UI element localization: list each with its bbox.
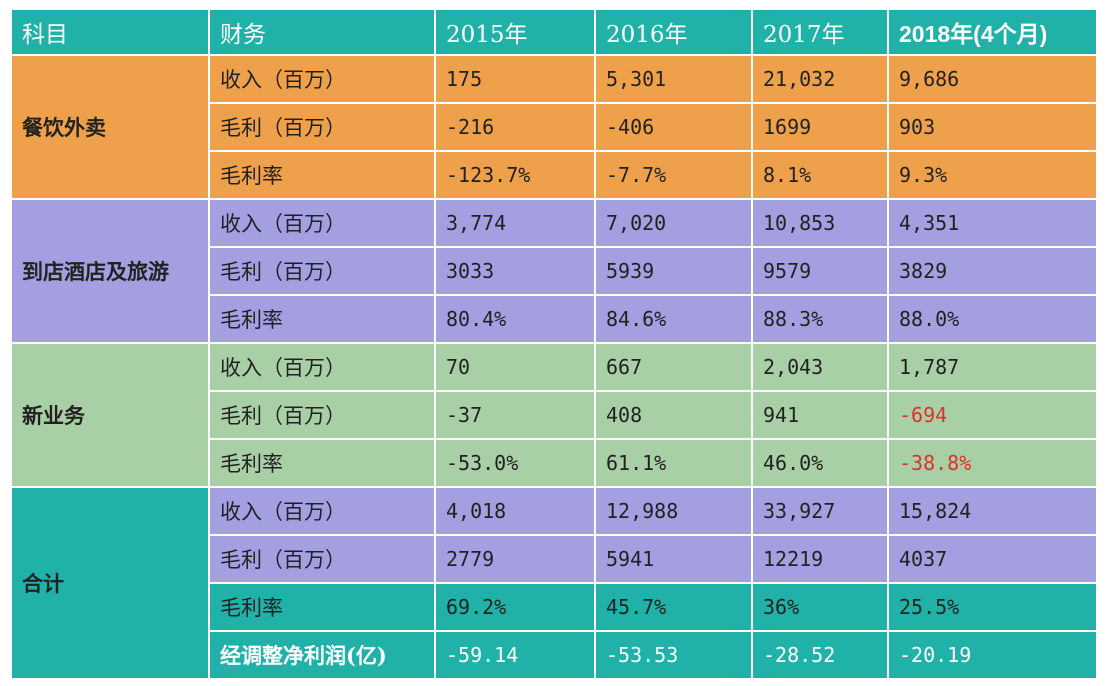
value-cell: 4,018: [434, 486, 596, 536]
header-2017: 2017年: [751, 8, 889, 56]
value-cell: -7.7%: [594, 150, 753, 200]
value-cell: -20.19: [887, 630, 1098, 680]
header-finance: 财务: [208, 8, 436, 56]
row-label: 毛利（百万）: [208, 534, 436, 584]
value-cell: 45.7%: [594, 582, 753, 632]
table-row: 到店酒店及旅游 收入（百万） 3,774 7,020 10,853 4,351: [10, 198, 1098, 344]
value-cell: 4,351: [887, 198, 1098, 248]
value-cell: 36%: [751, 582, 889, 632]
value-cell-negative: -694: [887, 390, 1098, 440]
table-row: 毛利率 -123.7% -7.7% 8.1% 9.3%: [11, 150, 1098, 200]
table-row: 毛利率 80.4% 84.6% 88.3% 88.0%: [11, 294, 1098, 344]
row-label: 毛利（百万）: [208, 390, 436, 440]
row-label: 收入（百万）: [208, 198, 436, 248]
value-cell: 5939: [594, 246, 753, 296]
header-2016: 2016年: [594, 8, 753, 56]
category-new-business: 新业务: [10, 342, 210, 488]
value-cell: -59.14: [434, 630, 596, 680]
value-cell: 33,927: [751, 486, 889, 536]
value-cell: 2,043: [751, 342, 889, 392]
value-cell: 4037: [887, 534, 1098, 584]
category-food-delivery: 餐饮外卖: [10, 54, 210, 200]
value-cell: 408: [594, 390, 753, 440]
value-cell: 21,032: [751, 54, 889, 104]
value-cell: 12,988: [594, 486, 753, 536]
value-cell: 12219: [751, 534, 889, 584]
value-cell: 1,787: [887, 342, 1098, 392]
value-cell: -53.53: [594, 630, 753, 680]
table-row: 毛利（百万） -216 -406 1699 903: [11, 102, 1098, 152]
value-cell: 1699: [751, 102, 889, 152]
value-cell: -37: [434, 390, 596, 440]
value-cell: 69.2%: [434, 582, 596, 632]
value-cell: 9579: [751, 246, 889, 296]
header-2018: 2018年(4个月): [887, 8, 1098, 56]
row-label: 毛利率: [208, 294, 436, 344]
value-cell: 3033: [434, 246, 596, 296]
value-cell: 667: [594, 342, 753, 392]
value-cell: -53.0%: [434, 438, 596, 488]
value-cell: 84.6%: [594, 294, 753, 344]
value-cell: 8.1%: [751, 150, 889, 200]
table-row: 毛利率 -53.0% 61.1% 46.0% -38.8%: [11, 438, 1098, 488]
header-row: 科目 财务 2015年 2016年 2017年 2018年(4个月): [10, 8, 1098, 56]
header-subject: 科目: [10, 8, 210, 56]
value-cell: 9.3%: [887, 150, 1098, 200]
value-cell: 5941: [594, 534, 753, 584]
row-label: 毛利（百万）: [208, 102, 436, 152]
value-cell: -123.7%: [434, 150, 596, 200]
value-cell: 941: [751, 390, 889, 440]
value-cell: 175: [434, 54, 596, 104]
value-cell: 10,853: [751, 198, 889, 248]
value-cell: 46.0%: [751, 438, 889, 488]
value-cell: 61.1%: [594, 438, 753, 488]
row-label: 毛利率: [208, 438, 436, 488]
value-cell-negative: -38.8%: [887, 438, 1098, 488]
header-2015: 2015年: [434, 8, 596, 56]
row-label: 收入（百万）: [208, 54, 436, 104]
value-cell: 9,686: [887, 54, 1098, 104]
category-hotel-travel: 到店酒店及旅游: [10, 198, 210, 344]
row-label: 毛利率: [208, 150, 436, 200]
table-row: 合计 收入（百万） 4,018 12,988 33,927 15,824: [10, 486, 1098, 680]
row-label: 经调整净利润(亿): [208, 630, 436, 680]
value-cell: 3,774: [434, 198, 596, 248]
value-cell: -216: [434, 102, 596, 152]
table-row: 新业务 收入（百万） 70 667 2,043 1,787: [10, 342, 1098, 488]
value-cell: 7,020: [594, 198, 753, 248]
value-cell: 80.4%: [434, 294, 596, 344]
value-cell: 3829: [887, 246, 1098, 296]
table-row: 餐饮外卖 收入（百万） 175 5,301 21,032 9,686: [10, 54, 1098, 200]
table-row: 经调整净利润(亿) -59.14 -53.53 -28.52 -20.19: [11, 630, 1098, 680]
value-cell: -406: [594, 102, 753, 152]
row-label: 收入（百万）: [208, 486, 436, 536]
row-label: 收入（百万）: [208, 342, 436, 392]
financial-table: 科目 财务 2015年 2016年 2017年 2018年(4个月) 餐饮外卖 …: [10, 8, 1098, 680]
table-row: 毛利（百万） 2779 5941 12219 4037: [11, 534, 1098, 584]
category-total: 合计: [10, 486, 210, 680]
value-cell: 25.5%: [887, 582, 1098, 632]
table-row: 毛利（百万） -37 408 941 -694: [11, 390, 1098, 440]
value-cell: -28.52: [751, 630, 889, 680]
value-cell: 2779: [434, 534, 596, 584]
table-row: 毛利（百万） 3033 5939 9579 3829: [11, 246, 1098, 296]
value-cell: 88.3%: [751, 294, 889, 344]
row-label: 毛利率: [208, 582, 436, 632]
value-cell: 15,824: [887, 486, 1098, 536]
value-cell: 5,301: [594, 54, 753, 104]
row-label: 毛利（百万）: [208, 246, 436, 296]
value-cell: 88.0%: [887, 294, 1098, 344]
table-row: 毛利率 69.2% 45.7% 36% 25.5%: [11, 582, 1098, 632]
value-cell: 70: [434, 342, 596, 392]
value-cell: 903: [887, 102, 1098, 152]
